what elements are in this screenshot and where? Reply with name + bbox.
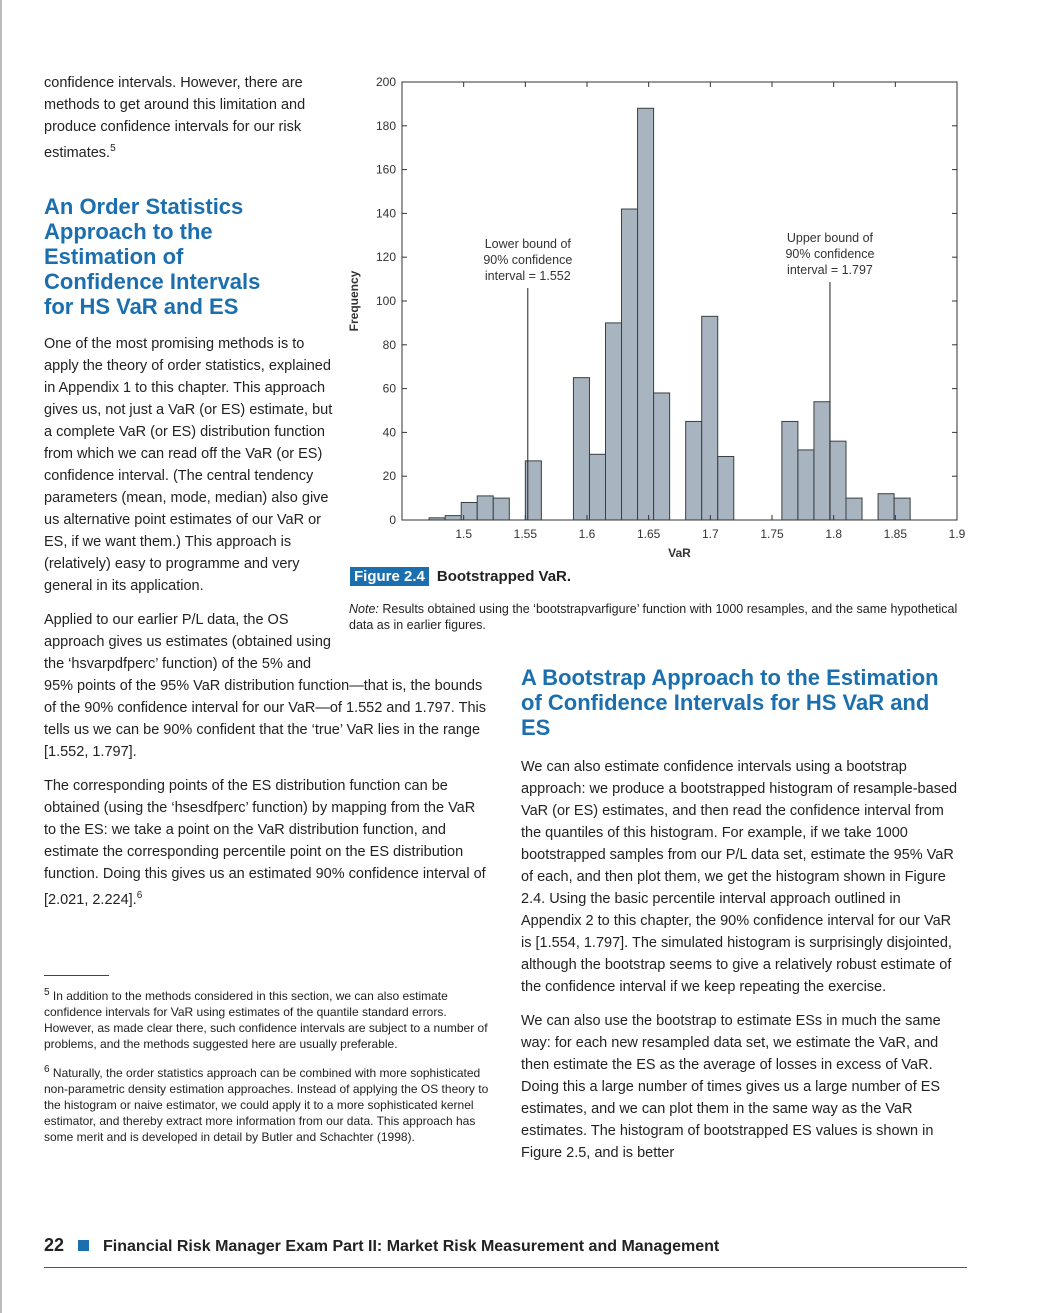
bar (492, 497, 510, 521)
footnote-text: Naturally, the order statistics approach… (44, 1066, 489, 1144)
intro-text: confidence intervals. However, there are… (44, 75, 306, 161)
y-tick-label: 160 (376, 163, 396, 177)
figure-note: Note: Results obtained using the ‘bootst… (349, 601, 961, 633)
x-tick-label: 1.5 (455, 527, 472, 541)
figure-title: Bootstrapped VaR. (436, 568, 572, 585)
right-column: A Bootstrap Approach to the Estimation o… (521, 665, 963, 1176)
figure-label: Figure 2.4 (350, 567, 429, 586)
note-text: Results obtained using the ‘bootstrapvar… (349, 602, 958, 632)
y-axis-label: Frequency (347, 270, 361, 331)
paragraph: One of the most promising methods is to … (44, 335, 333, 594)
y-tick-label: 80 (383, 338, 397, 352)
heading: An Order Statistics Approach to the Esti… (44, 193, 261, 319)
paragraph: We can also use the bootstrap to estimat… (521, 1013, 941, 1161)
footnote-text: In addition to the methods considered in… (44, 989, 488, 1051)
footnote: 6 Naturally, the order statistics approa… (44, 1062, 492, 1145)
footnotes: 5 In addition to the methods considered … (44, 985, 492, 1155)
paragraph-text: The corresponding points of the ES distr… (44, 777, 486, 908)
y-tick-label: 120 (376, 250, 396, 264)
y-tick-label: 200 (376, 75, 396, 89)
x-tick-label: 1.55 (514, 527, 538, 541)
bar (621, 208, 639, 521)
note-label: Note: (349, 602, 379, 616)
x-tick-label: 1.9 (949, 527, 966, 541)
bar (797, 449, 815, 521)
footnote-marker: 5 (44, 987, 50, 998)
y-tick-label: 0 (389, 513, 396, 527)
note-ref: 6 (136, 889, 143, 901)
x-tick-label: 1.85 (884, 527, 908, 541)
bar (845, 497, 863, 521)
annotation-text: interval = 1.552 (485, 269, 571, 283)
note-ref: 5 (110, 143, 116, 154)
x-axis-label: VaR (668, 546, 691, 560)
annotation-text: 90% confidence (785, 247, 874, 261)
bar (813, 401, 831, 521)
bar (444, 515, 462, 521)
footer-title: Financial Risk Manager Exam Part II: Mar… (103, 1238, 720, 1255)
y-tick-label: 20 (383, 469, 397, 483)
paragraph: Applied to our earlier P/L data, the OS … (44, 611, 486, 760)
footnote-rule (44, 975, 109, 976)
annotation-text: interval = 1.797 (787, 263, 873, 277)
bar (685, 420, 703, 521)
bar (572, 377, 590, 521)
x-tick-label: 1.8 (825, 527, 842, 541)
figure-caption: Figure 2.4 Bootstrapped VaR. (350, 567, 572, 586)
y-tick-label: 40 (383, 425, 397, 439)
bar (877, 493, 895, 521)
intro: confidence intervals. However, there are… (44, 72, 486, 164)
bar (717, 455, 735, 521)
x-tick-label: 1.7 (702, 527, 719, 541)
y-tick-label: 100 (376, 294, 396, 308)
bar (781, 420, 799, 521)
left-column: confidence intervals. However, there are… (44, 72, 486, 923)
chart: 0 20 40 60 80 100 120 140 160 180 200 1.5 1.55 1.6 1.6… (347, 75, 966, 560)
footnote: 5 In addition to the methods considered … (44, 985, 492, 1052)
bar (701, 315, 719, 521)
annotation-text: 90% confidence (483, 253, 572, 267)
x-tick-label: 1.6 (579, 527, 596, 541)
bar (653, 392, 671, 521)
footnote-marker: 6 (44, 1064, 50, 1075)
bar (637, 107, 655, 521)
page-number: 22 (44, 1235, 65, 1255)
paragraph: We can also estimate confidence interval… (521, 759, 958, 995)
square-icon (78, 1240, 90, 1251)
annotation-text: Lower bound of (485, 237, 572, 251)
heading: A Bootstrap Approach to the Estimation o… (521, 665, 939, 740)
bar (476, 495, 494, 521)
y-tick-label: 140 (376, 206, 396, 220)
paragraph: The corresponding points of the ES distr… (44, 775, 486, 911)
annotation-text: Upper bound of (787, 231, 874, 245)
x-tick-label: 1.65 (637, 527, 661, 541)
y-tick-label: 180 (376, 119, 396, 133)
bar (588, 453, 606, 521)
y-tick-label: 60 (383, 382, 397, 396)
x-tick-label: 1.75 (760, 527, 784, 541)
plot-frame (401, 81, 958, 521)
bar (829, 440, 847, 521)
footer: 22 Financial Risk Manager Exam Part II: M… (44, 1235, 967, 1268)
bar (605, 322, 623, 521)
bar (893, 497, 911, 521)
